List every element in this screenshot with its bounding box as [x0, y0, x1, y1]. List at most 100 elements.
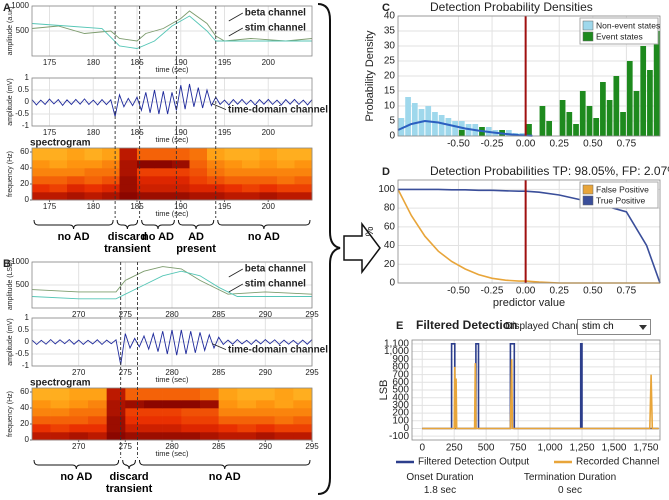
histogram-bar — [593, 118, 600, 136]
x-tick-label: 0.75 — [617, 286, 637, 297]
y-tick-label: 60 — [20, 147, 29, 156]
y-axis-label: frequency (Hz) — [7, 391, 14, 437]
heatmap-cell — [200, 424, 219, 433]
histogram-bar — [438, 115, 445, 136]
legend-swatch — [582, 31, 594, 42]
y-axis-label: amplitude (LSB) — [7, 260, 14, 310]
heatmap-cell — [172, 160, 190, 169]
heatmap-cell — [32, 160, 50, 169]
x-tick-label: 280 — [165, 310, 179, 319]
x-tick-label: -0.50 — [447, 286, 470, 297]
x-tick-label: 270 — [72, 368, 86, 377]
heatmap-cell — [293, 408, 313, 417]
heatmap-cell — [293, 424, 313, 433]
heatmap-cell — [259, 160, 278, 169]
y-tick-label: 20 — [20, 419, 29, 428]
annotation-arrow — [228, 268, 243, 278]
x-tick-label: 1,000 — [538, 443, 563, 454]
heatmap-cell — [189, 168, 208, 177]
series-annotation: stim channel — [245, 23, 306, 34]
heatmap-cell — [119, 176, 138, 185]
series-line — [422, 359, 659, 430]
heatmap-cell — [200, 408, 219, 417]
heatmap-cell — [274, 416, 294, 425]
heatmap-cell — [69, 408, 89, 417]
x-tick-label: 0.25 — [549, 139, 569, 150]
heatmap-cell — [274, 400, 294, 409]
histogram-bar — [653, 31, 660, 136]
histogram-bar — [452, 121, 458, 136]
y-tick-label: 900 — [392, 354, 409, 365]
y-tick-label: -100 — [389, 431, 409, 442]
segment-label: no AD — [57, 231, 90, 243]
y-tick-label: 20 — [384, 259, 396, 270]
segment-label: no AD — [247, 231, 280, 243]
histogram-bar — [586, 106, 593, 136]
heatmap-cell — [137, 168, 155, 177]
x-tick-label: 180 — [87, 128, 101, 137]
heatmap-cell — [88, 424, 107, 433]
y-tick-label: 40 — [20, 403, 29, 412]
heatmap-cell — [125, 416, 145, 425]
y-tick-label: 1000 — [11, 1, 29, 10]
histogram-bar — [613, 76, 620, 136]
heatmap-cell — [224, 192, 243, 201]
x-tick-label: 175 — [43, 58, 57, 67]
heatmap-cell — [144, 408, 163, 417]
heatmap-cell — [102, 160, 120, 169]
heatmap-cell — [277, 160, 295, 169]
histogram-bar — [633, 91, 640, 136]
heatmap-cell — [162, 388, 182, 401]
heatmap-cell — [137, 184, 155, 193]
heatmap-cell — [102, 148, 120, 161]
x-axis-label: time (sec) — [156, 449, 189, 458]
heatmap-cell — [237, 432, 257, 441]
legend-label: Non-event states — [596, 20, 660, 30]
heatmap-cell — [32, 192, 50, 201]
heatmap-cell — [277, 192, 295, 201]
arrow — [343, 221, 381, 275]
heatmap-cell — [189, 160, 208, 169]
heatmap-cell — [200, 432, 219, 441]
heatmap-cell — [119, 192, 138, 201]
y-tick-label: 100 — [392, 415, 409, 426]
x-tick-label: 185 — [130, 58, 144, 67]
heatmap-cell — [172, 176, 190, 185]
heatmap-cell — [207, 148, 225, 161]
heatmap-cell — [189, 148, 208, 161]
heatmap-cell — [294, 148, 313, 161]
segment-bracket — [33, 219, 114, 230]
x-tick-label: 200 — [262, 58, 276, 67]
panel-label: C — [382, 2, 390, 14]
density-curve — [397, 119, 533, 137]
heatmap-cell — [102, 168, 120, 177]
heatmap-cell — [88, 400, 107, 409]
plot-frame — [31, 77, 313, 127]
heatmap-cell — [49, 192, 68, 201]
x-axis-label: time (sec) — [156, 209, 189, 218]
heatmap-cell — [144, 432, 163, 441]
y-tick-label: 0.5 — [18, 325, 30, 334]
heatmap-cell — [224, 176, 243, 185]
y-tick-label: 300 — [392, 400, 409, 411]
y-axis-label: amplitude (mV) — [7, 78, 14, 125]
segment-label: no AD — [208, 471, 241, 483]
x-tick-label: 0 — [419, 443, 425, 454]
y-axis-label: frequency (Hz) — [7, 151, 14, 197]
heatmap-cell — [242, 176, 260, 185]
x-tick-label: -0.50 — [447, 139, 470, 150]
histogram-bar — [398, 118, 405, 136]
x-tick-label: 295 — [305, 310, 319, 319]
x-tick-label: 190 — [174, 58, 188, 67]
heatmap-cell — [154, 192, 173, 201]
heatmap-cell — [50, 388, 70, 401]
x-tick-label: 0.00 — [516, 139, 536, 150]
heatmap-cell — [32, 148, 50, 161]
x-tick-label: 190 — [174, 128, 188, 137]
heatmap-cell — [119, 168, 138, 177]
heatmap-cell — [49, 160, 68, 169]
heatmap-cell — [154, 148, 173, 161]
heatmap-cell — [125, 400, 145, 409]
channel-dropdown[interactable]: stim ch — [577, 319, 651, 335]
heatmap-cell — [218, 408, 238, 417]
